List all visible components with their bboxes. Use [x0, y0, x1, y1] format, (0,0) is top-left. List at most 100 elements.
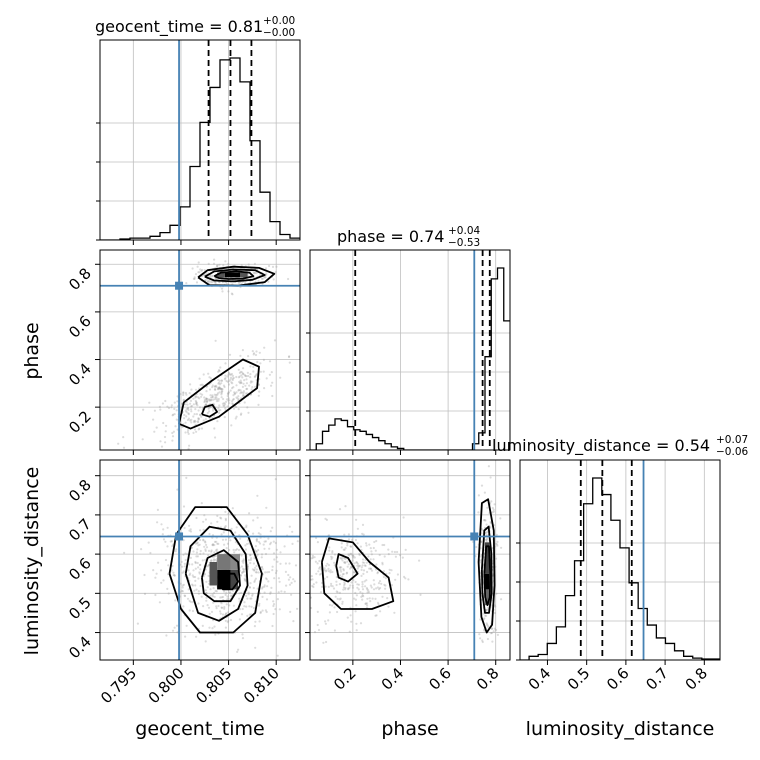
sample-point	[191, 583, 194, 586]
panel-phase-vs-geocent-time: 0.2 0.4 0.6 0.8	[65, 249, 301, 455]
sample-point	[198, 397, 201, 400]
sample-point	[242, 382, 245, 385]
sample-point	[343, 561, 346, 564]
sample-point	[375, 539, 378, 543]
sample-point	[369, 584, 372, 587]
sample-point	[192, 569, 195, 572]
sample-point	[205, 397, 208, 400]
sample-point	[243, 605, 246, 608]
sample-point	[272, 604, 275, 608]
sample-point	[342, 586, 345, 589]
sample-point	[242, 568, 246, 571]
sample-point	[179, 393, 182, 396]
sample-point	[267, 280, 270, 283]
sample-point	[269, 541, 273, 544]
sample-point	[255, 550, 258, 553]
sample-point	[287, 277, 290, 281]
sample-point	[191, 267, 194, 270]
sample-point	[289, 610, 292, 614]
sample-point	[211, 544, 215, 547]
sample-point	[164, 558, 168, 562]
sample-point	[291, 542, 294, 546]
sample-point	[241, 391, 244, 394]
sample-point	[185, 408, 188, 411]
sample-point	[358, 552, 361, 556]
sample-point	[347, 587, 350, 590]
sample-point	[366, 570, 369, 574]
sample-point	[165, 634, 168, 637]
sample-point	[213, 591, 216, 595]
sample-point	[257, 532, 260, 535]
sample-point	[204, 518, 207, 521]
sample-point	[312, 585, 315, 589]
sample-point	[252, 353, 255, 356]
sample-point	[248, 384, 251, 387]
sample-point	[227, 262, 230, 266]
sample-point	[255, 538, 258, 541]
sample-point	[175, 418, 178, 421]
sample-point	[214, 633, 217, 636]
sample-point	[494, 605, 497, 608]
sample-point	[197, 590, 200, 593]
sample-point	[288, 562, 291, 565]
sample-point	[285, 584, 288, 587]
sample-point	[346, 616, 349, 619]
sample-point	[199, 568, 202, 571]
sample-point	[207, 262, 210, 265]
sample-point	[170, 569, 173, 572]
sample-point	[335, 580, 338, 583]
sample-point	[375, 614, 378, 617]
sample-point	[361, 592, 364, 595]
sample-point	[254, 566, 257, 569]
sample-point	[222, 264, 225, 267]
sample-point	[333, 606, 336, 609]
sample-point	[257, 548, 260, 552]
sample-point	[209, 280, 212, 283]
sample-point	[203, 396, 206, 399]
sample-point	[253, 375, 256, 379]
sample-point	[313, 556, 316, 559]
sample-point	[372, 546, 375, 550]
sample-point	[163, 435, 167, 439]
sample-point	[272, 603, 276, 606]
y-tick-label: 0.5	[65, 593, 95, 623]
sample-point	[182, 399, 185, 402]
sample-point	[191, 584, 195, 587]
sample-point	[250, 388, 253, 391]
sample-point	[249, 376, 252, 379]
sample-point	[194, 670, 196, 672]
panel-content	[100, 250, 300, 450]
sample-point	[182, 391, 185, 394]
sample-point	[338, 574, 342, 577]
sample-point	[271, 394, 274, 398]
sample-point	[349, 584, 352, 587]
x-tick-label: 0.6	[603, 664, 633, 694]
sample-point	[223, 402, 226, 405]
sample-point	[159, 408, 162, 411]
sample-point	[249, 558, 252, 562]
sample-point	[346, 544, 349, 547]
sample-point	[480, 484, 484, 487]
sample-point	[161, 402, 164, 405]
sample-point	[160, 445, 164, 448]
sample-point	[221, 402, 224, 405]
sample-point	[379, 610, 382, 613]
sample-point	[274, 608, 277, 611]
sample-point	[318, 567, 321, 570]
sample-point	[218, 386, 221, 389]
sample-point	[231, 374, 234, 377]
sample-point	[341, 559, 344, 562]
sample-point	[279, 562, 282, 565]
sample-point	[349, 565, 353, 568]
sample-point	[201, 383, 204, 386]
sample-point	[275, 569, 278, 573]
sample-point	[340, 566, 343, 569]
sample-point	[496, 540, 499, 544]
sample-point	[352, 579, 355, 582]
sample-point	[208, 399, 211, 402]
title-geocent-time-plus: +0.00	[263, 15, 295, 27]
sample-point	[252, 606, 256, 610]
sample-point	[276, 598, 279, 601]
sample-point	[327, 585, 330, 589]
sample-point	[479, 618, 482, 621]
